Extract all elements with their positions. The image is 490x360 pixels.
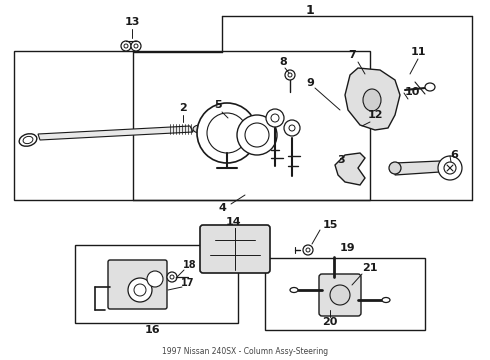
Ellipse shape	[382, 297, 390, 302]
Text: 1997 Nissan 240SX - Column Assy-Steering: 1997 Nissan 240SX - Column Assy-Steering	[162, 347, 328, 356]
Text: 20: 20	[322, 317, 338, 327]
Circle shape	[245, 123, 269, 147]
Circle shape	[131, 41, 141, 51]
Polygon shape	[38, 126, 193, 140]
Text: 13: 13	[124, 17, 140, 27]
FancyBboxPatch shape	[200, 225, 270, 273]
Text: 14: 14	[225, 217, 241, 227]
Circle shape	[134, 284, 146, 296]
Circle shape	[271, 114, 279, 122]
Text: 5: 5	[214, 100, 222, 110]
Circle shape	[124, 44, 128, 48]
Circle shape	[289, 125, 295, 131]
Circle shape	[134, 44, 138, 48]
Circle shape	[330, 285, 350, 305]
Circle shape	[444, 162, 456, 174]
Circle shape	[197, 103, 257, 163]
Text: 19: 19	[339, 243, 355, 253]
Text: 4: 4	[218, 203, 226, 213]
Text: 3: 3	[337, 155, 345, 165]
Text: 8: 8	[279, 57, 287, 67]
Circle shape	[266, 109, 284, 127]
Circle shape	[128, 278, 152, 302]
Circle shape	[303, 245, 313, 255]
Circle shape	[170, 275, 174, 279]
Text: 7: 7	[348, 50, 356, 60]
Ellipse shape	[19, 134, 37, 146]
Bar	[265, 258, 425, 330]
Text: 15: 15	[322, 220, 338, 230]
Text: 18: 18	[183, 260, 197, 270]
Circle shape	[288, 73, 292, 77]
Ellipse shape	[363, 89, 381, 111]
Circle shape	[121, 41, 131, 51]
Circle shape	[207, 113, 247, 153]
Circle shape	[285, 70, 295, 80]
Text: 9: 9	[306, 78, 314, 88]
Text: 10: 10	[404, 87, 420, 97]
FancyBboxPatch shape	[319, 274, 361, 316]
Bar	[14, 51, 370, 200]
Polygon shape	[345, 68, 400, 130]
Text: 11: 11	[410, 47, 426, 57]
Text: 12: 12	[367, 110, 383, 120]
Text: 2: 2	[179, 103, 187, 113]
Circle shape	[167, 272, 177, 282]
Ellipse shape	[23, 136, 33, 144]
Ellipse shape	[425, 83, 435, 91]
Bar	[75, 245, 238, 323]
Ellipse shape	[290, 288, 298, 292]
Text: 17: 17	[181, 278, 195, 288]
Circle shape	[284, 120, 300, 136]
Ellipse shape	[193, 125, 207, 133]
Text: 1: 1	[306, 4, 315, 17]
Polygon shape	[395, 161, 440, 175]
Ellipse shape	[389, 162, 401, 174]
Text: 21: 21	[362, 263, 378, 273]
Circle shape	[306, 248, 310, 252]
Text: 16: 16	[144, 325, 160, 335]
Text: 6: 6	[450, 150, 458, 160]
Circle shape	[438, 156, 462, 180]
Circle shape	[147, 271, 163, 287]
FancyBboxPatch shape	[108, 260, 167, 309]
Polygon shape	[335, 153, 365, 185]
Circle shape	[237, 115, 277, 155]
